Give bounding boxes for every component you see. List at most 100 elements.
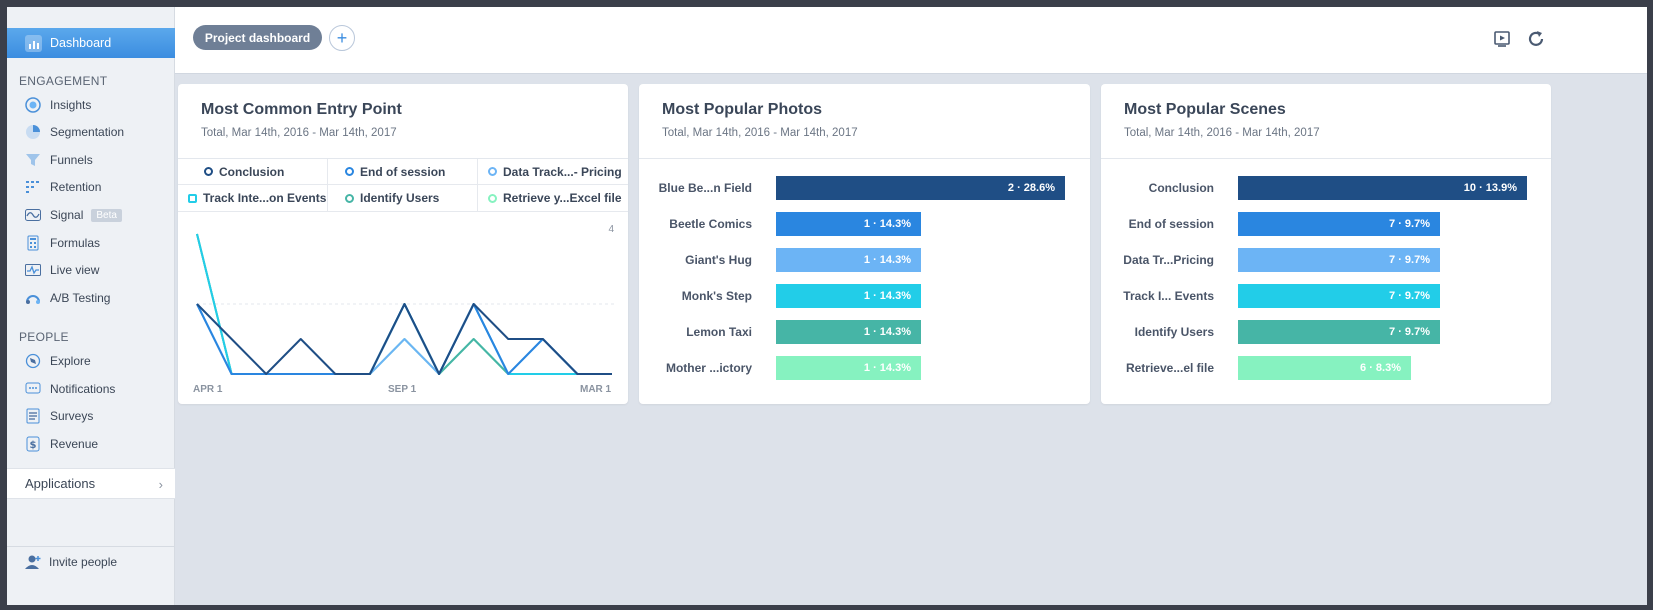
bar-row[interactable]: Mother ...ictory 1 · 14.3% bbox=[639, 356, 1090, 380]
sidebar-item-label: Dashboard bbox=[50, 36, 112, 50]
bar-category-label: Monk's Step bbox=[681, 289, 752, 303]
sidebar: Dashboard ENGAGEMENT Insights Segmentati… bbox=[7, 7, 175, 605]
sidebar-item-notifications[interactable]: Notifications bbox=[24, 379, 115, 399]
grid-icon bbox=[24, 178, 42, 196]
bar-row[interactable]: Conclusion 10 · 13.9% bbox=[1101, 176, 1551, 200]
series-line bbox=[196, 303, 612, 375]
add-user-icon bbox=[24, 553, 42, 571]
bar-row[interactable]: Beetle Comics 1 · 14.3% bbox=[639, 212, 1090, 236]
section-title-engagement: ENGAGEMENT bbox=[19, 74, 108, 88]
sidebar-item-signal[interactable]: Signal Beta bbox=[24, 205, 122, 225]
card-popular-scenes: Most Popular Scenes Total, Mar 14th, 201… bbox=[1101, 84, 1551, 404]
insights-icon bbox=[24, 96, 42, 114]
bar: 7 · 9.7% bbox=[1238, 212, 1440, 236]
sidebar-item-label: A/B Testing bbox=[50, 291, 111, 305]
sidebar-item-label: Explore bbox=[50, 354, 91, 368]
bar-category-label: Conclusion bbox=[1148, 181, 1214, 195]
sidebar-item-ab-testing[interactable]: A/B Testing bbox=[24, 288, 110, 308]
applications-label: Applications bbox=[25, 476, 96, 491]
x-tick-label: MAR 1 bbox=[580, 384, 612, 395]
bar-category-label: Lemon Taxi bbox=[686, 325, 752, 339]
legend-label: Conclusion bbox=[219, 164, 285, 179]
bar-row[interactable]: Retrieve...el file 6 · 8.3% bbox=[1101, 356, 1551, 380]
sidebar-item-explore[interactable]: Explore bbox=[24, 351, 91, 371]
pie-icon bbox=[24, 123, 42, 141]
bar-row[interactable]: Identify Users 7 · 9.7% bbox=[1101, 320, 1551, 344]
legend-label: Data Track...- Pricing bbox=[503, 164, 622, 179]
sidebar-item-label: Surveys bbox=[50, 409, 94, 423]
legend-item[interactable]: Conclusion bbox=[178, 159, 328, 185]
sidebar-item-live-view[interactable]: Live view bbox=[24, 260, 99, 280]
bar: 1 · 14.3% bbox=[776, 356, 921, 380]
bar-category-label: Giant's Hug bbox=[685, 253, 752, 267]
applications-menu[interactable]: Applications › bbox=[7, 468, 175, 499]
sidebar-item-segmentation[interactable]: Segmentation bbox=[24, 122, 124, 142]
bar-row[interactable]: Monk's Step 1 · 14.3% bbox=[639, 284, 1090, 308]
sidebar-item-surveys[interactable]: Surveys bbox=[24, 406, 93, 426]
sidebar-item-funnels[interactable]: Funnels bbox=[24, 150, 93, 170]
sidebar-item-retention[interactable]: Retention bbox=[24, 177, 101, 197]
presentation-icon[interactable] bbox=[1492, 29, 1512, 49]
legend-item[interactable]: Identify Users bbox=[328, 185, 478, 212]
bar-category-label: Blue Be...n Field bbox=[658, 181, 752, 195]
legend-item[interactable]: Track Inte...on Events bbox=[178, 185, 328, 212]
card-subtitle: Total, Mar 14th, 2016 - Mar 14th, 2017 bbox=[662, 127, 858, 139]
sidebar-item-formulas[interactable]: Formulas bbox=[24, 233, 100, 253]
card-subtitle: Total, Mar 14th, 2016 - Mar 14th, 2017 bbox=[201, 127, 397, 139]
divider bbox=[639, 158, 1090, 159]
bar-row[interactable]: Lemon Taxi 1 · 14.3% bbox=[639, 320, 1090, 344]
bar: 7 · 9.7% bbox=[1238, 320, 1440, 344]
app-frame: Dashboard ENGAGEMENT Insights Segmentati… bbox=[7, 7, 1647, 605]
add-dashboard-button[interactable]: + bbox=[329, 25, 355, 51]
x-tick-label: APR 1 bbox=[193, 384, 223, 395]
divider bbox=[1101, 158, 1551, 159]
bar-category-label: Beetle Comics bbox=[669, 217, 752, 231]
bar-row[interactable]: End of session 7 · 9.7% bbox=[1101, 212, 1551, 236]
legend-item[interactable]: End of session bbox=[328, 159, 478, 185]
bar-row[interactable]: Blue Be...n Field 2 · 28.6% bbox=[639, 176, 1090, 200]
sidebar-item-label: Insights bbox=[50, 98, 92, 112]
invite-people-button[interactable]: Invite people bbox=[7, 546, 175, 576]
card-title: Most Popular Photos bbox=[662, 101, 822, 118]
bar: 1 · 14.3% bbox=[776, 248, 921, 272]
tab-project-dashboard[interactable]: Project dashboard bbox=[193, 25, 322, 50]
bar-row[interactable]: Track I... Events 7 · 9.7% bbox=[1101, 284, 1551, 308]
sidebar-item-dashboard[interactable]: Dashboard bbox=[7, 28, 175, 58]
chevron-right-icon: › bbox=[158, 477, 163, 492]
sidebar-item-insights[interactable]: Insights bbox=[24, 95, 91, 115]
y-tick-label: 4 bbox=[608, 224, 614, 235]
x-tick-label: SEP 1 bbox=[388, 384, 417, 395]
card-title: Most Popular Scenes bbox=[1124, 101, 1286, 118]
sidebar-item-label: Segmentation bbox=[50, 125, 125, 139]
sidebar-item-label: Retention bbox=[50, 180, 102, 194]
sidebar-item-label: Funnels bbox=[50, 153, 93, 167]
bar: 1 · 14.3% bbox=[776, 212, 921, 236]
sidebar-item-label: Revenue bbox=[50, 437, 99, 451]
explore-icon bbox=[24, 352, 42, 370]
legend-item[interactable]: Retrieve y...Excel file bbox=[478, 185, 628, 212]
series-line bbox=[196, 303, 612, 375]
legend-label: Identify Users bbox=[360, 191, 440, 205]
dollar-icon: $ bbox=[24, 435, 42, 453]
bar: 7 · 9.7% bbox=[1238, 284, 1440, 308]
legend-label: Track Inte...on Events bbox=[203, 191, 327, 205]
legend-label: End of session bbox=[360, 164, 446, 179]
chat-icon bbox=[24, 380, 42, 398]
legend-marker bbox=[204, 167, 213, 176]
bar-category-label: Retrieve...el file bbox=[1125, 361, 1214, 375]
bar-category-label: End of session bbox=[1128, 217, 1214, 231]
legend-item[interactable]: Data Track...- Pricing bbox=[478, 159, 628, 185]
invite-label: Invite people bbox=[49, 554, 118, 569]
card-entry-point: Most Common Entry Point Total, Mar 14th,… bbox=[178, 84, 628, 404]
bar-row[interactable]: Giant's Hug 1 · 14.3% bbox=[639, 248, 1090, 272]
sidebar-item-revenue[interactable]: $ Revenue bbox=[24, 434, 98, 454]
legend-marker bbox=[188, 193, 197, 203]
bar-row[interactable]: Data Tr...Pricing 7 · 9.7% bbox=[1101, 248, 1551, 272]
bar-category-label: Identify Users bbox=[1134, 325, 1214, 339]
svg-text:$: $ bbox=[30, 440, 37, 451]
sidebar-item-label: Signal bbox=[50, 208, 84, 222]
card-subtitle: Total, Mar 14th, 2016 - Mar 14th, 2017 bbox=[1124, 127, 1320, 139]
refresh-icon[interactable] bbox=[1526, 29, 1546, 49]
legend-marker bbox=[488, 167, 497, 176]
legend-marker bbox=[345, 193, 354, 203]
